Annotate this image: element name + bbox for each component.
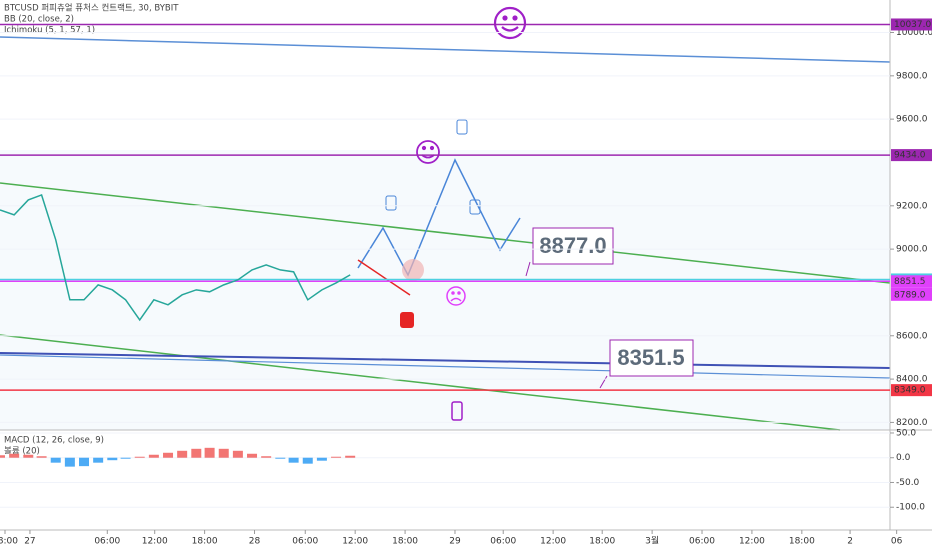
x-tick-label: 06:00	[490, 537, 516, 547]
trend-line	[0, 36, 891, 63]
macd-bar	[288, 457, 299, 463]
hand-icon	[456, 119, 468, 135]
x-tick-label: 06:00	[292, 537, 318, 547]
y-tick-label: 0.0	[896, 453, 911, 463]
price-label-bg	[891, 288, 932, 301]
macd-bar	[232, 450, 243, 458]
macd-bar	[345, 455, 356, 458]
x-tick-label: 12:00	[739, 537, 765, 547]
projection-path	[357, 259, 411, 296]
x-tick-label: 2	[847, 537, 853, 547]
macd-bar	[50, 457, 61, 463]
x-tick-label: 12:00	[342, 537, 368, 547]
price-label: 8349.0	[894, 386, 926, 396]
macd-bar	[93, 457, 104, 463]
price-line	[0, 193, 351, 322]
price-label-bg	[891, 384, 932, 397]
macd-bar	[23, 454, 34, 458]
macd-bar	[9, 453, 20, 458]
macd-bar	[261, 456, 272, 458]
y-tick-label: 8600.0	[896, 331, 928, 341]
trend-line	[0, 334, 841, 431]
indicator-header: 볼륨 (20)	[4, 446, 40, 457]
projection-path	[357, 158, 521, 277]
indicator-header: Ichimoku (5, 1, 57, 1)	[4, 26, 95, 36]
x-tick-label: 18:00	[589, 537, 615, 547]
macd-bar	[163, 452, 174, 458]
macd-bar	[79, 457, 90, 467]
x-tick-label: 3월	[645, 535, 659, 547]
hand-icon	[385, 195, 397, 211]
y-tick-label: -100.0	[896, 503, 925, 513]
x-tick-label: 06	[891, 537, 903, 547]
x-tick-label: 28	[249, 537, 261, 547]
annotation: 8877.0	[539, 233, 606, 258]
macd-bar	[148, 454, 159, 458]
hand-icon	[400, 312, 414, 328]
symbol-header: BTCUSD 퍼피츄얼 퓨처스 컨트랙트, 30, BYBIT	[4, 3, 179, 14]
macd-bar	[120, 457, 131, 459]
macd-bar	[64, 457, 75, 467]
macd-bar	[204, 447, 215, 458]
x-tick-label: 12:00	[540, 537, 566, 547]
price-label-bg	[891, 18, 932, 31]
y-tick-label: 9000.0	[896, 245, 928, 255]
annotation-box	[609, 339, 694, 377]
price-label-bg	[891, 275, 932, 288]
y-tick-label: 8400.0	[896, 375, 928, 385]
channel-fill	[0, 150, 890, 430]
price-label-bg	[891, 149, 932, 162]
macd-bar	[316, 457, 327, 461]
macd-bar	[191, 448, 202, 458]
x-tick-label: 29	[449, 537, 461, 547]
smiley	[493, 6, 527, 40]
x-tick-label: 06:00	[94, 537, 120, 547]
x-tick-label: 18:00	[392, 537, 418, 547]
x-tick-label: 06:00	[689, 537, 715, 547]
marker	[402, 259, 424, 281]
indicator-header: MACD (12, 26, close, 9)	[4, 436, 104, 446]
smiley	[416, 140, 440, 164]
price-label: 10037.0	[894, 20, 931, 30]
macd-bar	[107, 457, 118, 461]
x-tick-label: 12:00	[142, 537, 168, 547]
macd-bar	[275, 457, 286, 459]
price-label: 9434.0	[894, 151, 926, 161]
trend-line	[0, 182, 891, 284]
hand-icon	[451, 401, 463, 421]
y-tick-label: 8200.0	[896, 418, 928, 428]
macd-bar	[247, 453, 258, 458]
y-tick-label: -50.0	[896, 478, 920, 488]
x-tick-label: 27	[24, 537, 35, 547]
y-tick-label: 9600.0	[896, 115, 928, 125]
price-label: 8789.0	[894, 290, 926, 300]
macd-bar	[0, 455, 5, 458]
macd-bar	[177, 450, 188, 458]
macd-bar	[36, 456, 47, 458]
sad-face	[446, 286, 466, 306]
callout-pointer	[525, 261, 531, 277]
x-tick-label: 18:00	[0, 537, 18, 547]
x-tick-label: 18:00	[192, 537, 218, 547]
callout-pointer	[599, 375, 608, 389]
macd-bar	[331, 456, 342, 458]
y-tick-label: 9800.0	[896, 71, 928, 81]
y-tick-label: 10000.0	[896, 28, 932, 38]
macd-bar	[302, 457, 313, 464]
trend-line	[0, 352, 891, 369]
x-tick-label: 18:00	[789, 537, 815, 547]
price-label: 8851.5	[894, 277, 926, 287]
y-tick-label: 9200.0	[896, 201, 928, 211]
y-tick-label: 50.0	[896, 428, 916, 438]
hand-icon	[469, 199, 481, 215]
macd-bar	[134, 456, 145, 458]
annotation-box	[532, 227, 614, 265]
indicator-header: BB (20, close, 2)	[4, 15, 74, 25]
macd-bar	[218, 448, 229, 458]
annotation: 8351.5	[617, 345, 684, 370]
trend-line	[0, 354, 891, 379]
